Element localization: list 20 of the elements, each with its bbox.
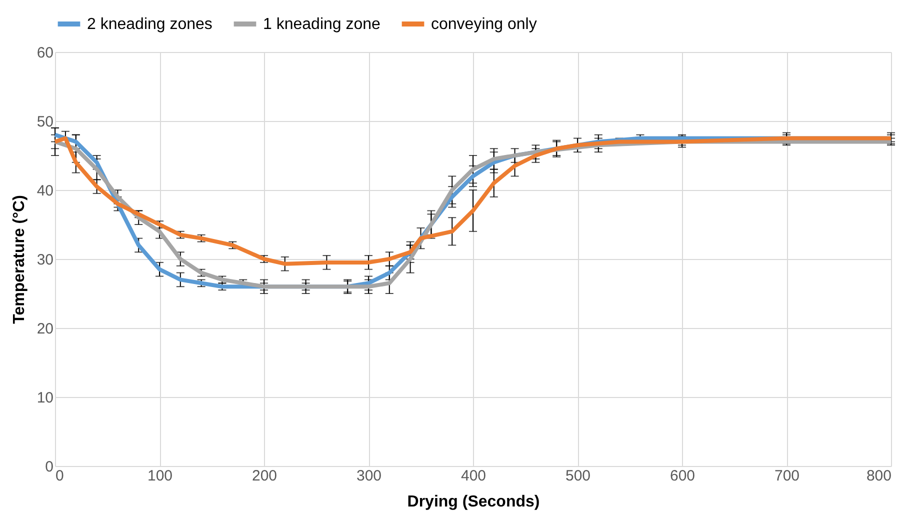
x-tick-label: 200 xyxy=(252,468,278,484)
y-tick-label: 20 xyxy=(36,320,54,338)
x-tick-label: 800 xyxy=(866,468,892,484)
x-tick-label: 400 xyxy=(460,468,486,484)
legend-label: 1 kneading zone xyxy=(263,16,381,33)
y-tick-label: 30 xyxy=(36,252,54,268)
x-tick-label: 700 xyxy=(774,468,800,484)
y-tick-label: 60 xyxy=(36,44,54,62)
y-axis-title: Temperature (°C) xyxy=(10,195,28,324)
legend-label: 2 kneading zones xyxy=(87,16,212,33)
x-tick-label: 300 xyxy=(356,468,382,484)
y-tick-label: 50 xyxy=(36,114,54,130)
x-tick-label: 100 xyxy=(147,468,173,484)
legend-label: conveying only xyxy=(431,16,537,33)
x-tick-label: 600 xyxy=(670,468,696,484)
y-tick-label: 10 xyxy=(36,390,54,406)
y-tick-label: 40 xyxy=(36,182,54,200)
x-tick-label: 500 xyxy=(565,468,591,484)
x-axis-title: Drying (Seconds) xyxy=(407,494,540,510)
x-tick-label: 0 xyxy=(56,468,64,484)
